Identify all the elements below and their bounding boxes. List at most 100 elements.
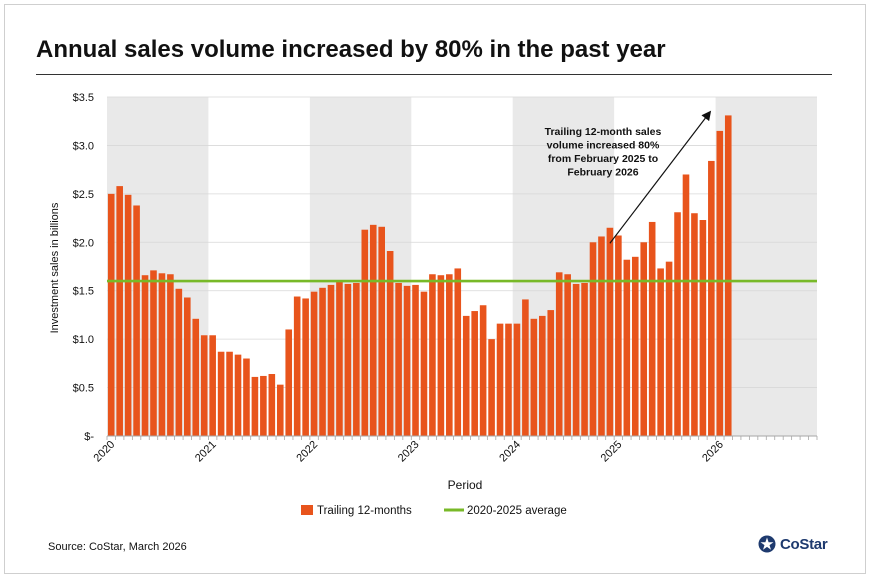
x-axis-label: Period bbox=[448, 478, 483, 492]
bar bbox=[276, 384, 284, 436]
bar bbox=[175, 288, 183, 436]
bar bbox=[412, 284, 419, 436]
bar bbox=[429, 274, 436, 436]
bar bbox=[564, 274, 571, 436]
bar bbox=[716, 130, 724, 436]
bar bbox=[665, 261, 673, 436]
bar bbox=[141, 275, 149, 436]
title-divider bbox=[36, 74, 832, 75]
bar bbox=[496, 323, 504, 436]
bar bbox=[631, 256, 639, 436]
bar bbox=[657, 268, 664, 436]
bar bbox=[505, 323, 512, 436]
bar bbox=[606, 227, 614, 436]
bar bbox=[107, 193, 115, 436]
y-tick-label: $1.0 bbox=[73, 334, 94, 346]
bar bbox=[133, 205, 140, 436]
annotation-arrow bbox=[609, 110, 712, 244]
bar bbox=[327, 284, 335, 436]
bar bbox=[353, 282, 360, 436]
bar bbox=[479, 305, 487, 436]
bar bbox=[310, 291, 318, 436]
bar bbox=[395, 282, 402, 436]
y-axis-label: Investment sales in billions bbox=[49, 202, 61, 333]
bar bbox=[454, 268, 462, 436]
gridlines bbox=[107, 96, 817, 388]
bars bbox=[107, 115, 732, 436]
bar bbox=[158, 273, 166, 436]
year-bands bbox=[107, 97, 817, 436]
bar bbox=[251, 376, 259, 436]
year-band bbox=[512, 97, 615, 436]
bar bbox=[437, 275, 445, 436]
bar bbox=[530, 318, 538, 436]
bar bbox=[344, 283, 352, 436]
bar bbox=[403, 285, 411, 436]
bar bbox=[369, 224, 377, 436]
bar bbox=[708, 160, 715, 436]
y-tick-label: $3.0 bbox=[73, 140, 94, 152]
bar bbox=[572, 283, 580, 436]
bar bbox=[691, 213, 698, 436]
bar bbox=[285, 329, 293, 436]
bar bbox=[547, 310, 555, 436]
y-tick-label: $- bbox=[84, 431, 94, 443]
bar bbox=[319, 287, 326, 436]
year-band bbox=[715, 97, 817, 436]
bar bbox=[682, 174, 690, 436]
bar bbox=[471, 311, 478, 436]
bar bbox=[361, 229, 369, 436]
y-tick-label: $0.5 bbox=[73, 383, 94, 395]
bar bbox=[268, 374, 276, 436]
bar bbox=[589, 242, 597, 436]
annotation: Trailing 12-month sales volume increased … bbox=[545, 110, 712, 244]
bar bbox=[243, 358, 250, 436]
bar bbox=[226, 351, 233, 436]
y-tick-label: $1.5 bbox=[73, 286, 94, 298]
y-tick-label: $2.5 bbox=[73, 189, 94, 201]
bar bbox=[184, 297, 191, 436]
bar bbox=[150, 270, 157, 436]
bar bbox=[217, 351, 225, 436]
costar-logo-text: CoStar bbox=[780, 535, 828, 553]
bar bbox=[209, 335, 216, 436]
bar bbox=[124, 194, 132, 436]
bar bbox=[378, 226, 385, 436]
chart-title: Annual sales volume increased by 80% in … bbox=[36, 36, 666, 63]
costar-star-icon bbox=[758, 535, 776, 553]
x-tick-label: 2023 bbox=[396, 439, 422, 465]
annotation-line: Trailing 12-month sales bbox=[545, 126, 662, 138]
bar bbox=[260, 375, 267, 436]
x-tick-label: 2026 bbox=[700, 439, 726, 465]
y-tick-label: $3.5 bbox=[73, 92, 94, 104]
bar bbox=[116, 186, 123, 436]
legend: Trailing 12-months 2020-2025 average bbox=[301, 505, 567, 517]
bar bbox=[623, 259, 631, 436]
bar bbox=[302, 298, 309, 436]
year-band bbox=[309, 97, 412, 436]
bar bbox=[674, 212, 681, 436]
bar bbox=[293, 296, 301, 436]
bar bbox=[513, 323, 521, 436]
bar bbox=[648, 221, 656, 436]
annotation-line: February 2026 bbox=[567, 167, 638, 179]
bar bbox=[615, 235, 622, 436]
legend-swatch-bars bbox=[301, 505, 313, 515]
axes bbox=[106, 435, 818, 440]
bar bbox=[446, 274, 453, 436]
bar bbox=[200, 335, 208, 436]
bar bbox=[699, 220, 707, 436]
year-band bbox=[107, 97, 209, 436]
bar bbox=[539, 315, 546, 436]
bar bbox=[167, 274, 174, 436]
bar bbox=[336, 281, 343, 436]
bar bbox=[192, 318, 200, 436]
x-tick-label: 2020 bbox=[92, 439, 118, 465]
legend-label-line: 2020-2025 average bbox=[467, 505, 567, 517]
bar bbox=[234, 354, 242, 436]
x-tick-label: 2021 bbox=[193, 439, 219, 465]
bar bbox=[724, 115, 732, 436]
annotation-line: from February 2025 to bbox=[548, 153, 658, 165]
bar bbox=[488, 339, 495, 436]
bar bbox=[386, 251, 394, 436]
